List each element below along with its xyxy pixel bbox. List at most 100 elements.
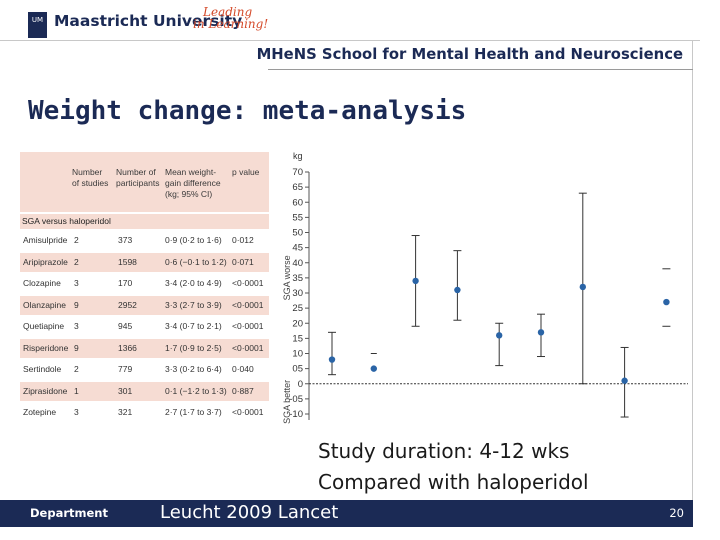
table-group-band (20, 214, 269, 229)
table-row: Zotepine 3 321 2·7 (1·7 to 3·7) <0·0001 (20, 403, 269, 423)
header-mean-diff: Mean weight-gain difference (kg; 95% CI) (165, 167, 221, 199)
table-cell-p: <0·0001 (232, 321, 264, 331)
data-point (328, 356, 336, 363)
y-tick-label: 60 (292, 197, 303, 208)
table-cell-diff: 3·3 (2·7 to 3·9) (165, 299, 222, 310)
table-row: Risperidone 9 1366 1·7 (0·9 to 2·5) <0·0001 (20, 338, 269, 358)
data-point (454, 286, 461, 294)
header-p-value: p value (232, 167, 260, 177)
table-cell-participants: 1366 (118, 342, 137, 353)
table-cell-p: <0·0001 (232, 342, 264, 353)
y-axis-ticks: -10 -05 0 05 10 15 20 25 30 35 40 45 50 55 60 65 70 (289, 167, 309, 420)
data-point (621, 377, 628, 384)
header-divider (0, 40, 700, 41)
table-cell-p: <0·0001 (232, 407, 264, 417)
data-point (370, 365, 377, 372)
table-row: Sertindole 2 779 3·3 (0·2 to 6·4) 0·040 (20, 360, 269, 380)
table-row: Ziprasidone 1 301 0·1 (−1·2 to 1·3) 0·887 (20, 381, 269, 401)
data-point (663, 298, 670, 306)
weight-change-chart: kg -10 -05 0 05 10 15 20 25 30 35 40 45 50 55 60 65 70 S… (282, 151, 688, 424)
y-tick-label: 50 (292, 228, 303, 239)
table-cell-participants: 373 (118, 235, 133, 245)
y-tick-label: 40 (292, 258, 303, 269)
table-cell-drug: Sertindole (23, 364, 62, 374)
footer-bar (0, 500, 693, 527)
table-cell-participants: 945 (118, 321, 133, 331)
y-tick-label: 30 (292, 288, 303, 299)
university-name: Maastricht University (54, 12, 243, 30)
data-point (412, 277, 419, 285)
table-cell-studies: 9 (74, 342, 79, 353)
table-cell-diff: 2·7 (1·7 to 3·7) (165, 407, 222, 417)
table-cell-p: <0·0001 (232, 278, 264, 288)
table-cell-participants: 1598 (118, 256, 137, 267)
table-cell-participants: 170 (118, 278, 133, 288)
right-border (692, 40, 693, 502)
page-number: 20 (669, 506, 684, 520)
table-row: Olanzapine 9 2952 3·3 (2·7 to 3·9) <0·0001 (20, 295, 269, 315)
table-cell-studies: 3 (74, 278, 79, 288)
table-cell-diff: 3·4 (2·0 to 4·9) (165, 278, 222, 288)
y-tick-label: 10 (292, 349, 303, 360)
chart-points (328, 192, 671, 418)
table-cell-drug: Ziprasidone (23, 385, 68, 396)
university-tagline: Leading in Learning! (193, 6, 268, 30)
school-name: MHeNS School for Mental Health and Neuro… (256, 46, 683, 63)
table-cell-studies: 9 (74, 299, 79, 310)
table-cell-diff: 0·9 (0·2 to 1·6) (165, 235, 222, 245)
table-cell-p: <0·0001 (232, 299, 264, 310)
table-row: Clozapine 3 170 3·4 (2·0 to 4·9) <0·0001 (20, 274, 269, 294)
y-tick-label: 25 (292, 303, 303, 314)
school-underline (268, 69, 693, 70)
table-cell-studies: 1 (74, 385, 79, 396)
y-tick-label: -05 (289, 394, 303, 405)
table-cell-drug: Risperidone (23, 342, 69, 353)
table-cell-diff: 1·7 (0·9 to 2·5) (165, 342, 222, 353)
table-cell-studies: 2 (74, 235, 79, 245)
y-tick-label: 55 (292, 212, 303, 223)
logo-text: UM (31, 16, 44, 24)
table-cell-drug: Olanzapine (23, 299, 67, 310)
table-cell-drug: Clozapine (23, 278, 61, 288)
y-tick-label: -10 (289, 409, 303, 420)
table-cell-studies: 3 (74, 407, 79, 417)
y-tick-label: 70 (292, 167, 303, 178)
y-tick-label: 45 (292, 243, 303, 254)
tagline-line-2: in Learning! (193, 17, 269, 31)
header-participants: Number of participants (116, 167, 160, 188)
header-studies: Number of studies (72, 167, 109, 188)
table-header-band (20, 152, 269, 212)
table-group-label: SGA versus haloperidol (22, 216, 111, 226)
table-row: Amisulpride 2 373 0·9 (0·2 to 1·6) 0·012 (20, 231, 269, 251)
table-cell-participants: 779 (118, 364, 133, 374)
table-cell-drug: Zotepine (23, 407, 57, 417)
y-tick-label: 35 (292, 273, 303, 284)
table-cell-drug: Amisulpride (23, 235, 68, 245)
y-tick-label: 65 (292, 182, 303, 193)
y-tick-label: 20 (292, 318, 303, 329)
meta-analysis-table: Number of studies Number of participants… (20, 152, 269, 427)
table-cell-diff: 0·1 (−1·2 to 1·3) (165, 385, 227, 396)
table-cell-diff: 3·3 (0·2 to 6·4) (165, 364, 222, 374)
table-row: Quetiapine 3 945 3·4 (0·7 to 2·1) <0·0001 (20, 317, 269, 337)
y-axis-better-label: SGA better (282, 380, 292, 424)
tagline-line-1: Leading (203, 5, 253, 19)
table-row: Aripiprazole 2 1598 0·6 (−0·1 to 1·2) 0·071 (20, 252, 269, 272)
data-point (537, 329, 545, 336)
data-point (496, 332, 503, 339)
table-cell-participants: 2952 (118, 299, 137, 310)
table-cell-p: 0·040 (232, 364, 254, 374)
table-cell-studies: 2 (74, 364, 79, 374)
table-cell-drug: Quetiapine (23, 321, 65, 331)
note-comparator: Compared with haloperidol (318, 470, 589, 494)
y-tick-label: 05 (292, 364, 303, 375)
table-cell-studies: 2 (74, 256, 79, 267)
table-cell-p: 0·071 (232, 256, 254, 267)
footer-department: Department (30, 506, 108, 520)
y-tick-label: 15 (292, 333, 303, 344)
table-cell-diff: 0·6 (−0·1 to 1·2) (165, 256, 227, 267)
table-cell-participants: 301 (118, 385, 133, 396)
table-cell-p: 0·887 (232, 385, 254, 396)
y-axis-worse-label: SGA worse (282, 255, 292, 300)
table-cell-p: 0·012 (232, 235, 254, 245)
